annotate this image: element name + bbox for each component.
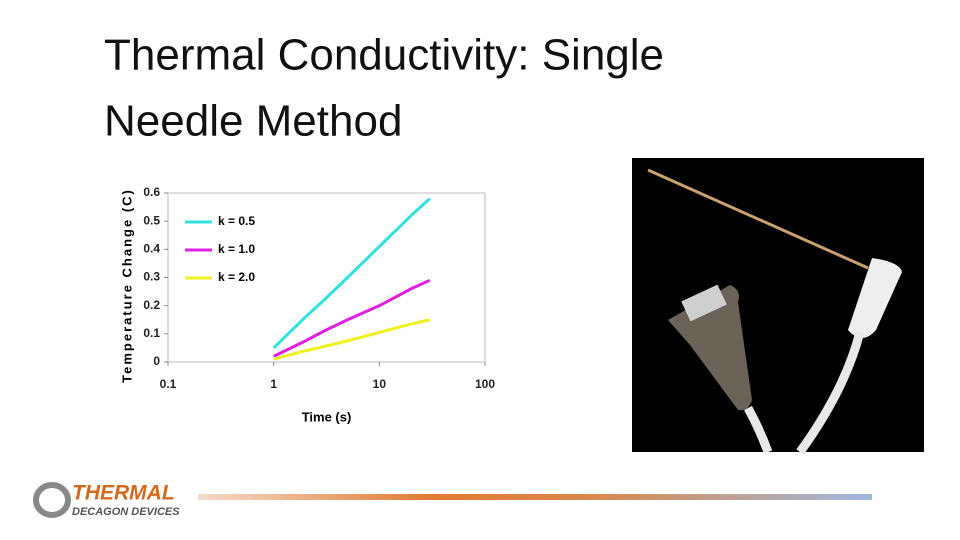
legend-label: k = 2.0 [218,270,255,284]
divider [198,494,872,500]
y-tick-label: 0.6 [143,185,160,199]
legend-label: k = 0.5 [218,214,255,228]
y-tick-label: 0.1 [143,326,160,340]
x-tick-label: 0.1 [160,377,177,391]
series-line [273,318,431,361]
logo-name: THERMAL [72,482,175,505]
series-line [273,278,431,358]
x-tick-label: 10 [373,377,387,391]
y-tick-label: 0.4 [143,242,160,256]
logo-sub: DECAGON DEVICES [72,506,180,518]
x-tick-label: 100 [475,377,495,391]
y-axis-label: Temperature Change (C) [119,188,134,383]
x-tick-label: 1 [270,377,277,391]
y-tick-label: 0 [153,354,160,368]
logo: THERMAL DECAGON DEVICES [33,482,180,518]
plot-frame [167,192,486,363]
y-tick-label: 0.5 [143,213,160,227]
y-tick-label: 0.3 [143,270,160,284]
x-axis-label: Time (s) [302,409,352,424]
slide-title: Needle Method [104,97,402,146]
series-line [272,197,431,349]
legend-label: k = 1.0 [218,242,255,256]
probe-photo [632,158,924,455]
slide-title: Thermal Conductivity: Single [104,31,664,80]
y-tick-label: 0.2 [143,298,160,312]
